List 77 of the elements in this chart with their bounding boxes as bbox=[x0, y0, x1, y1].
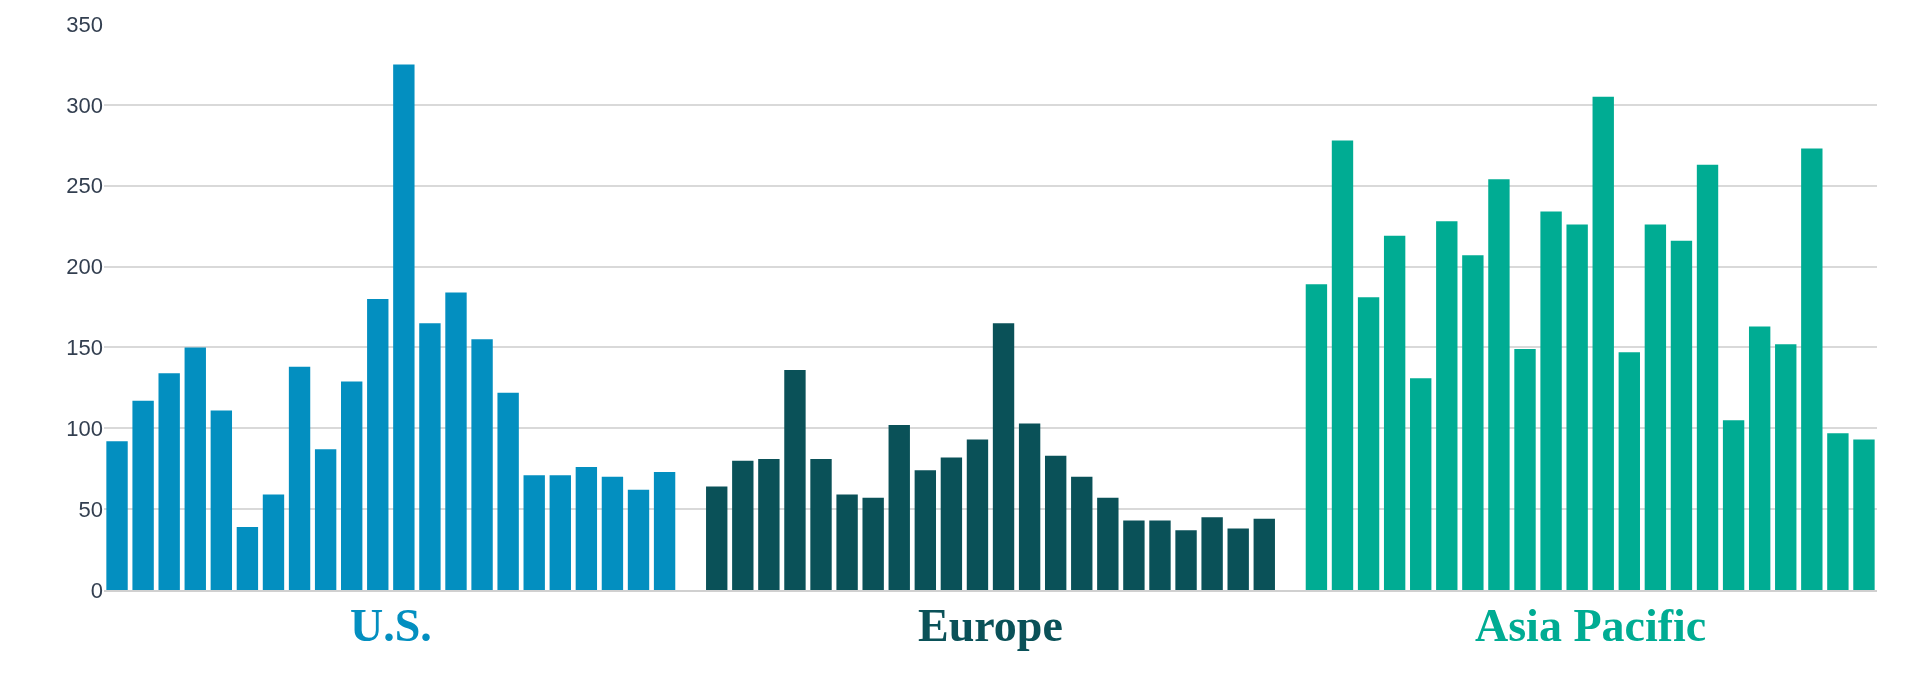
bar bbox=[1853, 439, 1875, 590]
bar bbox=[1253, 518, 1275, 590]
y-tick-label: 200 bbox=[66, 254, 103, 280]
y-tick-label: 250 bbox=[66, 173, 103, 199]
bar bbox=[1462, 255, 1484, 590]
bar bbox=[549, 475, 571, 590]
bar bbox=[1488, 179, 1510, 590]
bar bbox=[1775, 344, 1797, 590]
bar bbox=[1644, 224, 1667, 590]
bar bbox=[914, 470, 937, 590]
y-tick-label: 150 bbox=[66, 335, 103, 361]
bar bbox=[1566, 224, 1588, 590]
bar bbox=[1175, 530, 1197, 590]
bar bbox=[1357, 297, 1380, 590]
bar bbox=[1305, 284, 1328, 590]
bar bbox=[1018, 423, 1041, 590]
bar bbox=[575, 467, 598, 590]
bar bbox=[1436, 221, 1458, 590]
series-label: Asia Pacific bbox=[1475, 600, 1707, 651]
bar bbox=[1227, 528, 1249, 590]
bar bbox=[601, 476, 624, 590]
bar bbox=[1201, 517, 1223, 590]
bar bbox=[106, 441, 128, 590]
bar bbox=[1514, 349, 1536, 590]
bar bbox=[1149, 520, 1171, 590]
bar bbox=[1748, 326, 1771, 590]
bar bbox=[732, 460, 754, 590]
bar bbox=[1097, 497, 1119, 590]
bar bbox=[523, 475, 545, 590]
bar bbox=[992, 323, 1015, 590]
bar bbox=[497, 392, 519, 590]
bar bbox=[210, 410, 233, 590]
bar bbox=[132, 400, 154, 590]
bar bbox=[1123, 520, 1145, 590]
bar bbox=[888, 425, 910, 590]
y-tick-label: 350 bbox=[66, 11, 103, 37]
bar bbox=[158, 373, 180, 590]
bar bbox=[393, 64, 415, 590]
bar bbox=[810, 459, 832, 590]
bar bbox=[367, 298, 389, 590]
bar bbox=[1827, 433, 1849, 590]
bar bbox=[184, 347, 206, 590]
bar bbox=[1071, 476, 1093, 590]
bar bbox=[653, 471, 676, 590]
bar bbox=[1410, 378, 1432, 590]
y-tick-label: 100 bbox=[66, 415, 103, 441]
bar bbox=[1540, 211, 1562, 590]
bar bbox=[288, 366, 311, 590]
bar bbox=[1592, 96, 1614, 590]
bar bbox=[262, 494, 285, 590]
bar bbox=[314, 449, 337, 590]
bar bbox=[627, 489, 650, 590]
series-label: U.S. bbox=[350, 600, 432, 651]
bar bbox=[1044, 455, 1067, 590]
bar bbox=[784, 370, 806, 590]
bar bbox=[471, 339, 493, 590]
bar bbox=[1618, 352, 1640, 590]
bar bbox=[1696, 164, 1719, 590]
bar bbox=[1331, 140, 1354, 590]
bar bbox=[419, 323, 441, 590]
bar bbox=[1383, 235, 1406, 590]
bar bbox=[445, 292, 467, 590]
bar bbox=[1670, 240, 1693, 590]
bar bbox=[862, 497, 884, 590]
bar bbox=[836, 494, 858, 590]
series-label: Europe bbox=[918, 600, 1063, 651]
y-tick-label: 0 bbox=[90, 577, 103, 603]
bar bbox=[236, 526, 259, 590]
bar bbox=[966, 439, 989, 590]
bar bbox=[758, 459, 780, 590]
y-tick-label: 300 bbox=[66, 92, 103, 118]
bar bbox=[341, 381, 363, 590]
bar bbox=[940, 457, 963, 590]
bar bbox=[1801, 148, 1823, 590]
bar bbox=[1722, 420, 1745, 590]
bar bbox=[706, 486, 728, 590]
y-tick-label: 50 bbox=[78, 496, 103, 522]
